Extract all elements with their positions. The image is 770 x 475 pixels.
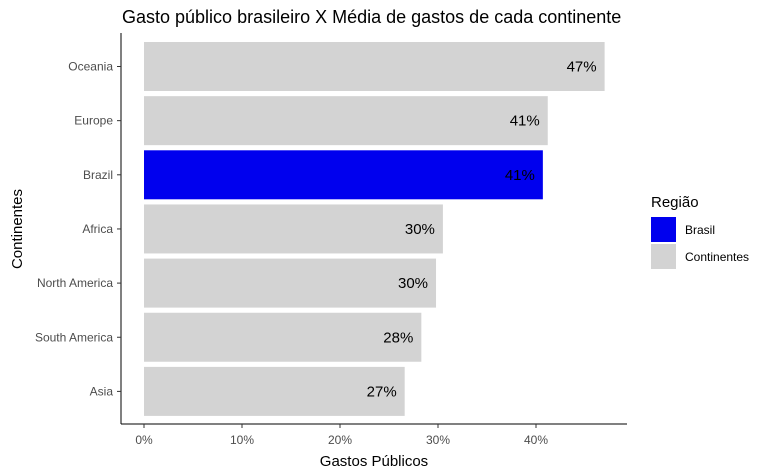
bar-data-label: 47% xyxy=(567,59,597,76)
legend-title: Região xyxy=(651,194,699,211)
bar xyxy=(144,96,548,146)
bar-data-label: 27% xyxy=(367,383,397,400)
y-axis-title: Continentes xyxy=(9,189,26,269)
legend-key xyxy=(651,244,676,269)
y-tick-label: South America xyxy=(35,330,113,344)
y-tick-label: Brazil xyxy=(83,168,113,182)
y-tick-label: Oceania xyxy=(68,60,113,74)
y-tick-label: Europe xyxy=(74,114,113,128)
bar xyxy=(144,204,443,254)
bar xyxy=(144,312,422,362)
bar-data-label: 41% xyxy=(510,113,540,130)
y-axis-ticks: Oceania Europe Brazil Africa North America So… xyxy=(35,60,121,398)
bar xyxy=(144,366,405,416)
legend-label: Brasil xyxy=(685,223,715,237)
x-tick-label: 30% xyxy=(426,433,450,447)
legend-label: Continentes xyxy=(685,250,749,264)
bar xyxy=(144,150,543,200)
bars xyxy=(144,42,605,416)
y-tick-label: Asia xyxy=(90,384,114,398)
bar xyxy=(144,258,437,308)
x-tick-label: 40% xyxy=(524,433,548,447)
y-tick-label: Africa xyxy=(82,222,113,236)
x-axis-ticks: 0% 10% 20% 30% 40% xyxy=(135,424,548,447)
legend: Região Brasil Continentes xyxy=(651,194,749,269)
x-tick-label: 20% xyxy=(328,433,352,447)
y-tick-label: North America xyxy=(37,276,113,290)
x-axis-title: Gastos Públicos xyxy=(320,453,428,470)
bar-labels: 47% 41% 41% 30% 30% 28% 27% xyxy=(367,59,597,401)
chart-title: Gasto público brasileiro X Média de gast… xyxy=(122,7,621,27)
x-tick-label: 10% xyxy=(230,433,254,447)
legend-key xyxy=(651,217,676,242)
bar-data-label: 41% xyxy=(505,167,535,184)
x-tick-label: 0% xyxy=(135,433,153,447)
bar xyxy=(144,42,605,91)
bar-data-label: 30% xyxy=(405,221,435,238)
bar-data-label: 28% xyxy=(383,329,413,346)
bar-data-label: 30% xyxy=(398,275,428,292)
